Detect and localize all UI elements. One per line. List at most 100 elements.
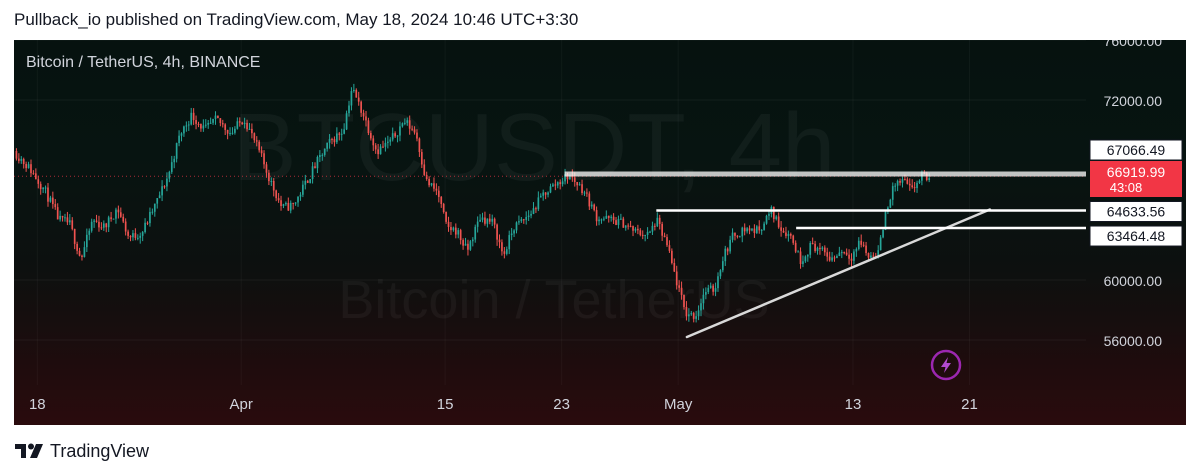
candle-body [175, 143, 178, 159]
candle-body [64, 217, 66, 219]
candle-body [430, 183, 433, 186]
candle-body [161, 186, 163, 196]
candle-body [680, 287, 683, 295]
price-level-tag-box [1089, 225, 1183, 247]
candle-body [428, 178, 430, 186]
candle-body [867, 252, 870, 258]
candle-body [671, 250, 673, 263]
candle-body [607, 215, 610, 218]
candle-body [666, 237, 668, 246]
candle-body [481, 217, 484, 220]
price-level-tag[interactable]: 64633.56 [1089, 200, 1183, 222]
x-axis-tick-label: May [664, 396, 693, 413]
candle-body [68, 220, 71, 223]
candle-body [389, 139, 392, 142]
candle-body [658, 217, 661, 224]
candle-body [163, 186, 166, 188]
candle-body [173, 158, 176, 163]
candle-body [246, 122, 248, 130]
x-axis-tick-label: 13 [845, 396, 862, 413]
candle-body [746, 228, 748, 232]
candle-body [877, 250, 880, 257]
candle-body [743, 227, 746, 232]
bar-countdown-label: 43:08 [1110, 180, 1143, 195]
watermark-ticker: BTCUSDT, 4h [233, 94, 836, 201]
candle-body [491, 218, 494, 222]
candle-body [425, 174, 428, 179]
candle-body [578, 184, 581, 186]
candle-body [187, 124, 190, 126]
candle-body [255, 140, 258, 142]
candle-body [634, 228, 637, 231]
candle-body [593, 204, 596, 211]
candle-body [47, 187, 49, 202]
candle-body [22, 159, 25, 165]
candle-body [396, 135, 399, 137]
candle-body [486, 218, 489, 224]
candle-body [447, 221, 450, 227]
candle-body [809, 243, 812, 255]
candle-body [90, 221, 93, 231]
candle-body [688, 314, 690, 317]
candle-body [457, 230, 460, 235]
ascending-trendline[interactable] [685, 208, 992, 339]
candle-body [302, 184, 304, 195]
candle-body [901, 179, 904, 183]
candle-body [134, 233, 137, 238]
candle-body [268, 172, 270, 182]
candle-body [207, 122, 210, 125]
candle-body [552, 184, 554, 187]
candle-body [124, 221, 127, 232]
candle-body [794, 242, 797, 252]
candle-body [848, 254, 850, 259]
candle-body [27, 164, 30, 169]
chart-panel[interactable]: BTCUSDT, 4h Bitcoin / TetherUS 56000.00 6… [14, 40, 1186, 425]
candle-body [921, 172, 923, 181]
candle-body [214, 115, 217, 119]
candle-body [459, 230, 462, 241]
price-chart[interactable]: BTCUSDT, 4h Bitcoin / TetherUS 56000.00 6… [14, 40, 1186, 425]
price-level-tag[interactable]: 67066.49 [1089, 139, 1183, 161]
candle-body [241, 122, 244, 125]
current-price-tag-box [1090, 161, 1182, 198]
candle-body [83, 247, 86, 257]
candle-body [882, 230, 884, 238]
candle-body [899, 180, 901, 183]
candle-body [479, 219, 481, 222]
candle-body [751, 228, 753, 231]
candle-body [843, 252, 846, 254]
candle-body [527, 215, 530, 217]
candle-body [304, 180, 307, 185]
candle-body [637, 228, 639, 231]
candle-body [760, 229, 763, 231]
alert-lightning-icon[interactable] [930, 349, 962, 381]
candle-body [314, 166, 316, 169]
candle-body [127, 231, 129, 236]
candle-body [777, 216, 780, 228]
candle-body [136, 237, 139, 239]
candle-body [78, 250, 81, 256]
candle-body [539, 195, 542, 198]
candle-body [399, 126, 401, 136]
candle-body [610, 216, 613, 218]
candle-body [775, 216, 778, 220]
candle-body [697, 310, 700, 317]
candle-body [365, 116, 367, 121]
price-level-tag[interactable]: 63464.48 [1089, 225, 1183, 247]
candle-body [418, 138, 421, 153]
candle-body [42, 187, 44, 190]
candle-body [156, 198, 159, 204]
candle-body [464, 243, 467, 246]
candle-body [649, 231, 651, 233]
symbol-label[interactable]: Bitcoin / TetherUS, 4h, BINANCE [26, 54, 261, 71]
candle-body [66, 217, 69, 223]
candle-body [806, 254, 809, 257]
candle-body [469, 241, 472, 250]
candle-body [471, 239, 474, 242]
candle-body [503, 251, 506, 254]
candle-body [362, 112, 365, 117]
candle-body [615, 220, 617, 225]
candle-body [168, 171, 171, 179]
candle-body [522, 219, 525, 221]
